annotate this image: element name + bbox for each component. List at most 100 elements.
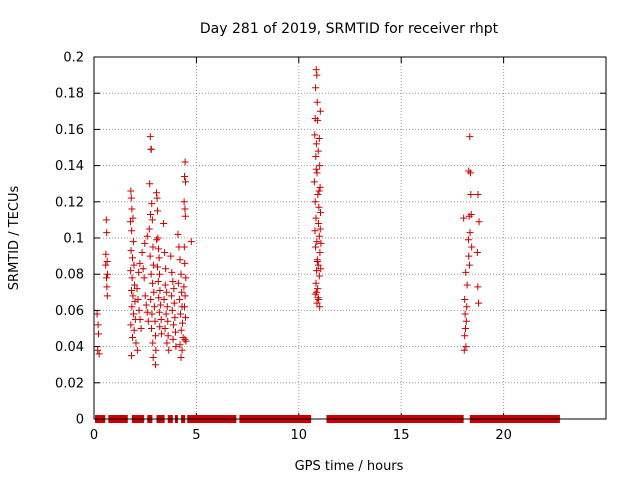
y-tick-label: 0.06: [55, 304, 84, 319]
data-point: [152, 189, 160, 197]
data-point: [314, 191, 322, 199]
data-point: [103, 229, 111, 237]
data-point: [127, 321, 135, 329]
data-point: [315, 232, 323, 240]
data-point: [131, 281, 139, 289]
data-point: [312, 66, 320, 74]
data-point: [181, 292, 189, 300]
data-point: [462, 268, 470, 276]
data-point: [180, 243, 188, 251]
data-point: [313, 299, 321, 307]
data-point: [147, 296, 155, 304]
data-point: [463, 303, 471, 311]
data-point: [315, 187, 323, 195]
data-point: [178, 288, 186, 296]
data-point: [474, 283, 482, 291]
data-point: [312, 214, 320, 222]
data-point: [180, 283, 188, 291]
data-point: [149, 339, 157, 347]
data-point: [137, 325, 145, 332]
data-point: [182, 337, 190, 345]
data-point: [141, 292, 149, 300]
data-point: [466, 169, 474, 177]
y-tick-label: 0.04: [55, 340, 84, 355]
data-point: [147, 270, 155, 278]
data-point: [181, 212, 189, 220]
data-point: [102, 274, 110, 282]
data-point: [102, 216, 110, 224]
data-point: [128, 205, 136, 213]
data-point: [316, 303, 324, 311]
data-point: [155, 254, 163, 262]
data-point: [140, 274, 148, 282]
data-point: [135, 268, 143, 276]
x-axis-label: GPS time / hours: [295, 459, 404, 474]
data-point: [169, 335, 177, 343]
data-point: [316, 162, 324, 170]
data-point: [168, 306, 176, 314]
data-point: [178, 319, 186, 327]
data-point: [187, 238, 195, 246]
data-point: [466, 133, 474, 141]
data-point: [314, 294, 322, 302]
data-point: [127, 286, 135, 294]
data-point: [145, 225, 153, 233]
x-tick-label: 0: [90, 428, 98, 443]
data-point: [149, 353, 157, 361]
data-point: [130, 261, 138, 269]
data-point: [181, 205, 189, 213]
data-point: [313, 71, 321, 79]
data-point: [129, 292, 137, 300]
data-point: [163, 288, 171, 296]
data-point: [317, 239, 325, 247]
data-point: [317, 265, 325, 273]
data-point: [475, 299, 483, 307]
data-point: [462, 317, 470, 325]
data-point: [156, 286, 164, 294]
data-point: [103, 283, 111, 291]
data-point: [463, 281, 471, 289]
data-point: [317, 209, 325, 217]
data-point: [128, 303, 136, 311]
data-point: [176, 256, 184, 264]
data-point: [153, 194, 161, 202]
data-point: [127, 267, 135, 275]
data-point: [95, 330, 103, 338]
y-tick-label: 0.16: [55, 123, 84, 138]
data-point: [314, 220, 322, 228]
data-point: [154, 234, 162, 242]
data-point: [148, 200, 156, 208]
data-point: [313, 258, 321, 266]
data-point: [160, 220, 168, 228]
data-point: [172, 328, 180, 336]
data-point: [313, 267, 321, 275]
data-point: [182, 274, 190, 282]
data-point: [461, 332, 469, 340]
data-point: [133, 346, 141, 354]
data-point: [93, 310, 101, 318]
data-point: [130, 326, 138, 334]
data-point: [312, 243, 320, 251]
data-point: [165, 346, 173, 354]
data-point: [314, 116, 322, 124]
data-point: [155, 245, 163, 253]
data-point: [167, 292, 175, 300]
data-point: [149, 243, 157, 251]
data-point: [462, 325, 470, 332]
data-point: [139, 265, 147, 273]
data-point: [473, 248, 481, 256]
ticks: 0 0.02 0.04 0.06 0.08 0.1 0.12 0.14 0.16 0.18 0.2 0…: [55, 51, 606, 443]
data-point: [142, 301, 150, 309]
data-point: [315, 134, 323, 142]
data-point: [313, 98, 321, 106]
data-point: [127, 187, 135, 195]
x-tick-label: 20: [495, 428, 512, 443]
data-point: [138, 248, 146, 256]
data-point: [146, 252, 154, 260]
data-point: [154, 277, 162, 285]
data-point: [174, 230, 182, 238]
x-tick-label: 10: [291, 428, 308, 443]
y-tick-label: 0: [76, 413, 84, 428]
data-point: [460, 346, 468, 354]
